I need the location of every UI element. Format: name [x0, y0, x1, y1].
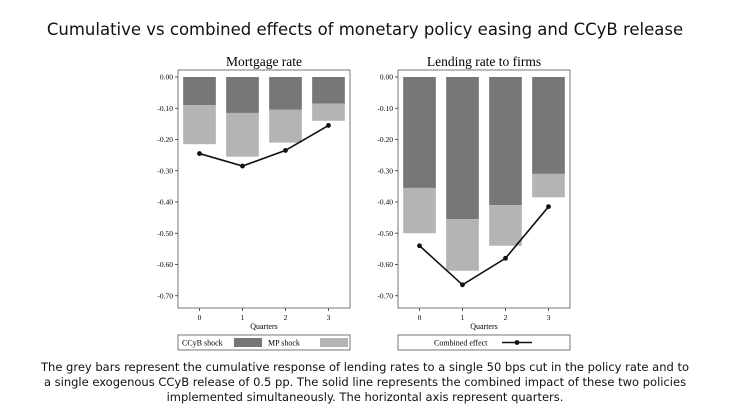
x-tick-label: 1: [241, 313, 245, 322]
y-tick-label: 0.00: [160, 73, 173, 82]
combined-effect-line: [418, 206, 550, 286]
legend-swatch-ccyb: [234, 338, 262, 347]
y-tick-label: -0.50: [157, 229, 173, 238]
x-tick-label: 1: [461, 313, 465, 322]
combined-effect-point-q2: [283, 148, 288, 153]
legend-label-ccyb: CCyB shock: [182, 339, 223, 348]
bar-mp-q2: [269, 109, 302, 143]
legend-box: [397, 334, 571, 351]
legend-swatch-mp: [320, 338, 348, 347]
combined-effect-point-q0: [417, 243, 422, 249]
legend-point-swatch: [514, 340, 520, 345]
bar-ccyb-q1: [226, 77, 259, 113]
x-tick-label: 2: [504, 313, 508, 322]
y-tick-label: 0.00: [380, 73, 393, 82]
bar-mp-q1: [446, 219, 479, 271]
bar-mp-q0: [403, 187, 436, 234]
combined-effect-point-q2: [503, 255, 508, 261]
x-tick-label: 3: [327, 313, 331, 322]
bar-ccyb-q1: [446, 77, 479, 220]
y-tick-label: -0.50: [377, 229, 393, 238]
y-tick-label: -0.30: [157, 166, 173, 175]
bar-ccyb-q2: [489, 77, 522, 206]
combined-effect-point-q1: [460, 282, 465, 288]
x-tick-label: 3: [547, 313, 551, 322]
y-tick-label: -0.40: [377, 198, 393, 207]
page-title: Cumulative vs combined effects of moneta…: [46, 20, 684, 39]
x-tick-label: 2: [284, 313, 288, 322]
plot-area: [397, 69, 571, 309]
y-tick-label: -0.70: [157, 291, 173, 300]
bar-ccyb-q3: [312, 77, 345, 104]
y-tick-label: -0.20: [377, 135, 393, 144]
x-axis-label: Quarters: [470, 322, 498, 331]
combined-effect-point-q3: [326, 123, 331, 128]
bar-mp-q0: [183, 105, 216, 145]
y-tick-label: -0.10: [157, 104, 173, 113]
bar-mp-q1: [226, 112, 259, 157]
y-tick-label: -0.40: [157, 198, 173, 207]
x-axis-label: Quarters: [250, 322, 278, 331]
combined-effect-point-q0: [197, 151, 202, 156]
combined-effect-point-q3: [546, 204, 551, 210]
figure-caption: The grey bars represent the cumulative r…: [41, 360, 689, 404]
combined-effect-point-q1: [240, 163, 245, 169]
combined-effect-line: [199, 124, 329, 167]
bar-ccyb-q3: [532, 77, 565, 174]
chart-panel-2: Lending rate to firms 0.00 -0.10 -0.20 -0.30…: [377, 54, 571, 351]
plot-area: [177, 69, 351, 309]
y-tick-label: -0.30: [377, 166, 393, 175]
bar-mp-q2: [489, 205, 522, 246]
bar-ccyb-q0: [403, 77, 436, 188]
chart-title: Mortgage rate: [226, 54, 302, 69]
y-tick-label: -0.10: [377, 104, 393, 113]
bar-mp-q3: [532, 173, 565, 198]
legend-label-mp: MP shock: [268, 339, 300, 348]
x-tick-label: 0: [198, 313, 202, 322]
chart-title: Lending rate to firms: [427, 54, 541, 69]
y-tick-label: -0.60: [377, 260, 393, 269]
y-tick-label: -0.60: [157, 260, 173, 269]
y-tick-label: -0.70: [377, 291, 393, 300]
chart-panel-1: Mortgage rate 0.00 -0.10 -0.20 -0.30 -0.40 -0.…: [157, 54, 351, 351]
bar-ccyb-q0: [183, 77, 216, 106]
bar-ccyb-q2: [269, 77, 302, 110]
y-tick-label: -0.20: [157, 135, 173, 144]
bar-mp-q3: [312, 103, 345, 121]
legend-label-combined: Combined effect: [434, 339, 488, 348]
legend-box: [177, 334, 351, 351]
x-tick-label: 0: [418, 313, 422, 322]
